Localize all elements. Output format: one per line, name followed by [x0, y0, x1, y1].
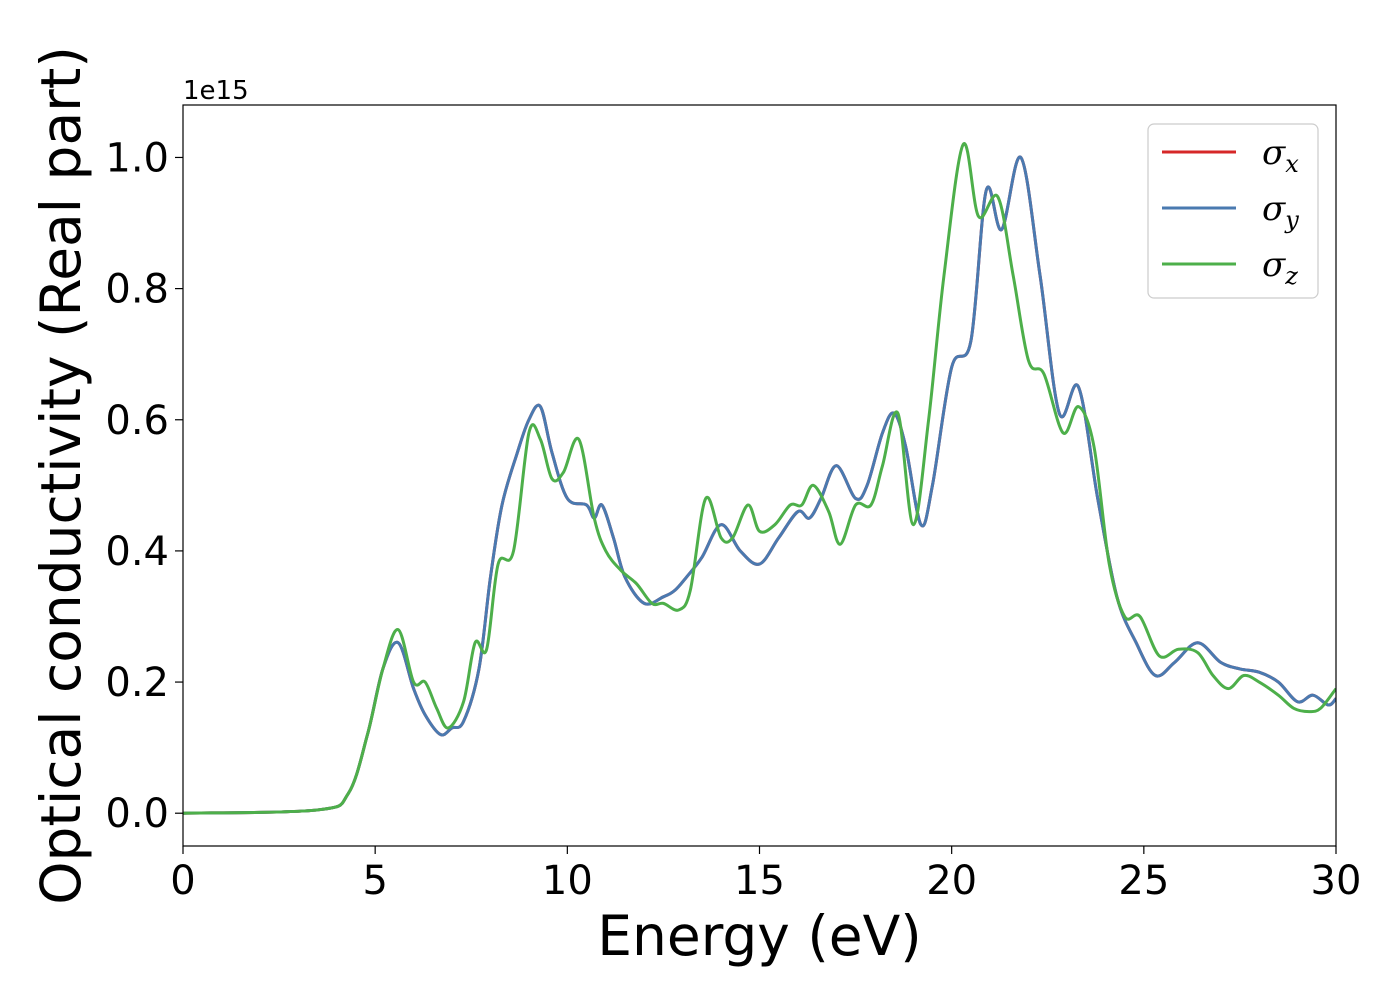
tick-layer: 0 5 10 15 20 25 30 0.0 0.2 0.4 0.6 0.8 1.0: [105, 135, 1361, 904]
legend-label-z: σz: [1262, 245, 1298, 290]
legend: σx σy σz: [1147, 123, 1319, 299]
x-axis-title: Energy (eV): [597, 904, 921, 968]
series-line-z: [183, 142, 1336, 815]
x-tick-label: 25: [1118, 858, 1169, 904]
x-tick-label: 15: [734, 858, 785, 904]
x-tick-label: 10: [542, 858, 593, 904]
y-offset-label: 1e15: [183, 76, 249, 106]
x-tick-label: 20: [926, 858, 977, 904]
y-axis-title: Optical conductivity (Real part): [29, 46, 93, 905]
y-tick-label: 0.8: [105, 267, 169, 313]
x-tick-label: 30: [1311, 858, 1362, 904]
y-tick-label: 0.2: [105, 660, 169, 706]
y-tick-label: 1.0: [105, 135, 169, 181]
series-line-y: [183, 155, 1336, 815]
y-tick-label: 0.6: [105, 398, 169, 444]
legend-box: [1147, 123, 1319, 299]
x-tick-label: 0: [170, 858, 195, 904]
legend-label-x: σx: [1262, 133, 1299, 178]
x-tick-label: 5: [362, 858, 387, 904]
y-tick-label: 0.0: [105, 791, 169, 837]
legend-label-y: σy: [1262, 189, 1299, 234]
y-tick-label: 0.4: [105, 529, 169, 575]
series-layer: [183, 142, 1336, 815]
